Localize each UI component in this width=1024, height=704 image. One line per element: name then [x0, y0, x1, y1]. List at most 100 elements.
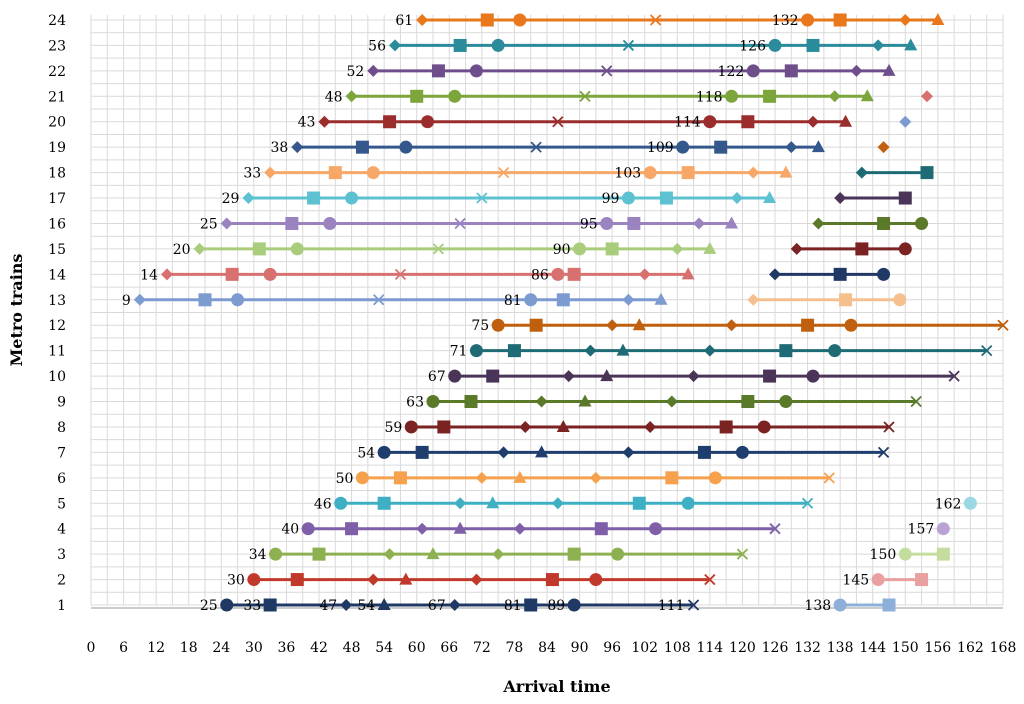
triangle-marker — [811, 140, 825, 153]
square-marker — [355, 140, 369, 154]
data-label: 63 — [406, 395, 424, 411]
train-series — [220, 598, 700, 612]
train-series — [220, 216, 739, 230]
data-label: 25 — [200, 216, 218, 232]
square-marker — [464, 395, 478, 409]
circle-marker — [513, 13, 527, 27]
x-marker — [997, 319, 1009, 331]
x-marker — [801, 497, 814, 509]
circle-marker — [524, 293, 538, 307]
circle-marker — [366, 166, 380, 180]
diamond-marker — [416, 14, 429, 26]
x-marker — [622, 39, 635, 52]
circle-marker — [828, 344, 842, 358]
square-marker — [383, 115, 397, 129]
circle-marker — [345, 191, 359, 205]
diamond-marker — [562, 370, 575, 383]
data-label: 111 — [658, 598, 685, 614]
square-marker — [252, 242, 266, 256]
circle-marker — [323, 216, 337, 230]
x-tick-label: 96 — [603, 640, 621, 656]
circle-marker — [735, 445, 749, 459]
diamond-marker — [790, 242, 803, 255]
train-series — [936, 522, 950, 536]
diamond-marker — [769, 268, 781, 281]
circle-marker — [491, 38, 505, 52]
train-series — [448, 369, 960, 383]
diamond-marker — [367, 64, 380, 77]
y-tick-label: 23 — [48, 38, 66, 54]
data-label: 56 — [368, 38, 386, 54]
square-marker — [524, 598, 538, 612]
data-label: 122 — [718, 64, 745, 80]
square-marker — [345, 522, 359, 536]
train-series — [291, 140, 825, 154]
x-tick-label: 102 — [631, 640, 658, 656]
square-marker — [328, 166, 342, 180]
triangle-marker — [399, 572, 413, 585]
train-series — [345, 89, 874, 103]
square-marker — [605, 242, 619, 256]
square-marker — [431, 64, 445, 78]
triangle-marker — [681, 267, 695, 280]
x-marker — [497, 166, 510, 179]
square-marker — [784, 64, 798, 78]
diamond-marker — [687, 370, 700, 383]
diamond-marker — [725, 319, 738, 332]
circle-marker — [676, 140, 690, 154]
square-marker — [741, 395, 755, 409]
train-series — [469, 343, 993, 358]
data-label: 61 — [395, 13, 413, 29]
x-tick-label: 0 — [87, 640, 96, 656]
circle-marker — [898, 547, 912, 561]
data-label: 67 — [428, 598, 446, 614]
square-marker — [855, 242, 869, 256]
square-marker — [507, 344, 521, 358]
circle-marker — [801, 13, 815, 27]
y-tick-label: 6 — [57, 471, 66, 487]
diamond-marker — [606, 319, 619, 332]
diamond-marker — [454, 497, 467, 510]
square-marker — [393, 471, 407, 485]
x-marker — [883, 421, 895, 433]
data-label: 81 — [504, 598, 522, 614]
data-label: 54 — [357, 598, 375, 614]
data-label: 25 — [200, 598, 218, 614]
circle-marker — [746, 64, 760, 78]
x-tick-label: 162 — [957, 640, 984, 656]
diamond-marker — [872, 39, 885, 52]
circle-marker — [649, 522, 663, 536]
train-series — [367, 63, 896, 78]
circle-marker — [611, 547, 625, 561]
diamond-marker — [665, 395, 678, 408]
x-marker — [601, 65, 613, 77]
train-series — [269, 547, 749, 561]
x-marker — [476, 192, 488, 204]
diamond-marker — [389, 39, 401, 52]
diamond-marker — [497, 446, 510, 459]
diamond-marker — [850, 64, 863, 77]
train-series — [355, 470, 835, 485]
train-series — [404, 419, 895, 434]
diamond-marker — [671, 242, 684, 255]
diamond-marker — [470, 573, 483, 586]
circle-marker — [426, 395, 440, 409]
circle-marker — [399, 140, 413, 154]
series-lines — [133, 13, 1009, 612]
x-marker — [579, 90, 591, 102]
y-tick-label: 2 — [57, 573, 66, 589]
train-series — [242, 191, 777, 205]
diamond-marker — [220, 217, 233, 230]
train-series — [264, 165, 793, 180]
y-tick-label: 8 — [57, 420, 66, 436]
data-label: 29 — [222, 191, 240, 207]
circle-marker — [621, 191, 635, 205]
circle-marker — [936, 522, 950, 536]
data-label: 71 — [450, 344, 468, 360]
square-marker — [719, 420, 733, 434]
data-label: 103 — [614, 166, 641, 182]
triangle-marker — [578, 394, 592, 407]
x-tick-label: 144 — [859, 640, 886, 656]
triangle-marker — [632, 318, 646, 331]
